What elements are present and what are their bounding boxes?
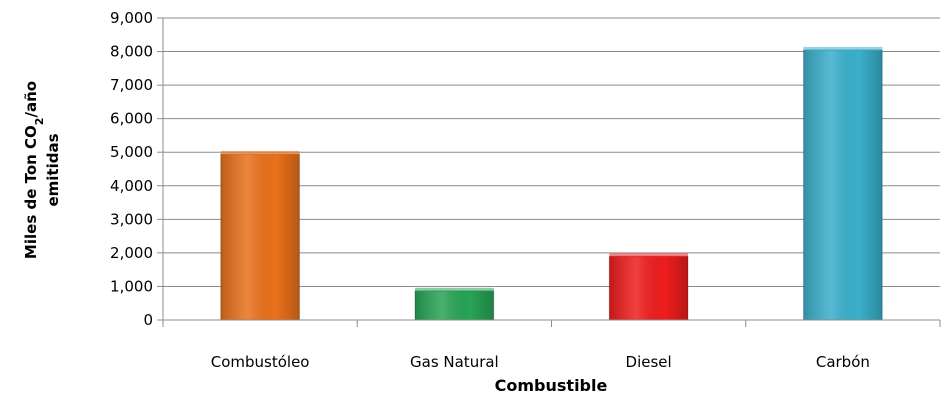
- x-axis-title: Combustible: [495, 376, 608, 395]
- x-tick-label: Diesel: [626, 353, 672, 371]
- y-tick-label: 9,000: [110, 9, 153, 27]
- y-tick-label: 5,000: [110, 143, 153, 161]
- bar-top-cap: [609, 253, 688, 258]
- x-tick-labels: Combustóleo Gas Natural Diesel Carbón: [211, 353, 870, 371]
- y-tick-label: 8,000: [110, 43, 153, 61]
- bar-shading: [609, 256, 688, 320]
- x-tick-label: Gas Natural: [410, 353, 499, 371]
- x-tick-label: Carbón: [816, 353, 870, 371]
- svg-text:Miles de Ton CO2/año: Miles de Ton CO2/año: [22, 81, 46, 259]
- x-tick-label: Combustóleo: [211, 353, 310, 371]
- y-tick-label: 0: [143, 311, 153, 329]
- y-tick-label: 7,000: [110, 76, 153, 94]
- y-tick-label: 3,000: [110, 210, 153, 228]
- axes: [157, 17, 941, 327]
- bar-top-cap: [415, 287, 494, 292]
- bar-shading: [415, 290, 494, 320]
- bars: [220, 46, 883, 321]
- y-tick-label: 6,000: [110, 110, 153, 128]
- bar-top-cap: [220, 150, 300, 155]
- y-tick-label: 1,000: [110, 277, 153, 295]
- bar-shading: [220, 153, 300, 320]
- bar-top-cap: [803, 46, 883, 51]
- y-tick-labels: 0 1,000 2,000 3,000 4,000 5,000 6,000 7,000 8,00…: [110, 9, 153, 329]
- y-tick-label: 2,000: [110, 244, 153, 262]
- y-tick-label: 4,000: [110, 177, 153, 195]
- y-axis-title: Miles de Ton CO2/año emitidas: [22, 81, 62, 259]
- bar-shading: [803, 49, 883, 320]
- svg-text:emitidas: emitidas: [44, 133, 62, 206]
